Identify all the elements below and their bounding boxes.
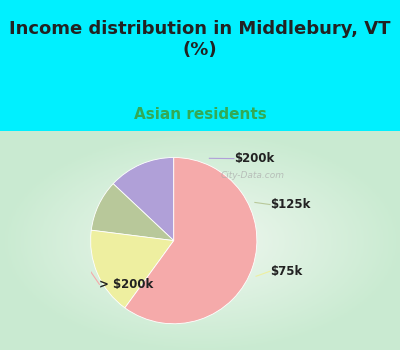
Wedge shape — [91, 230, 174, 308]
Wedge shape — [113, 158, 174, 241]
Text: Asian residents: Asian residents — [134, 107, 266, 122]
Text: $200k: $200k — [234, 152, 274, 165]
Text: City-Data.com: City-Data.com — [220, 170, 284, 180]
Wedge shape — [125, 158, 257, 324]
Text: Income distribution in Middlebury, VT
(%): Income distribution in Middlebury, VT (%… — [9, 20, 391, 58]
Text: > $200k: > $200k — [99, 278, 154, 291]
Wedge shape — [91, 184, 174, 241]
Text: $125k: $125k — [270, 198, 310, 211]
Text: $75k: $75k — [270, 265, 302, 278]
